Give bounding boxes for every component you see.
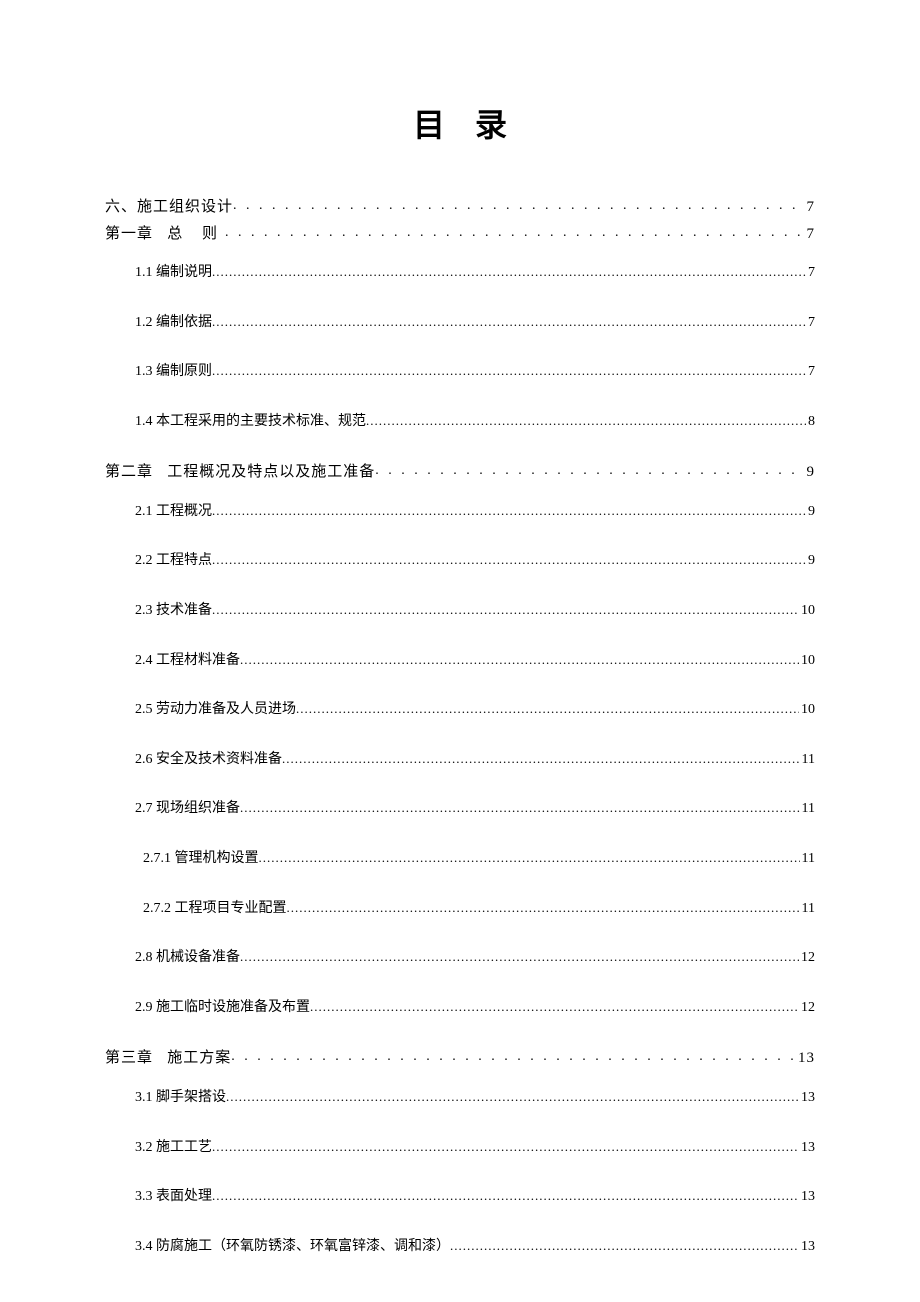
toc-label: 2.5 劳动力准备及人员进场 <box>135 700 296 720</box>
toc-page: 9 <box>806 551 815 571</box>
toc-label: 3.2 施工工艺 <box>135 1138 212 1158</box>
toc-page: 13 <box>796 1047 815 1070</box>
toc-page: 11 <box>800 899 815 919</box>
toc-page: 13 <box>799 1138 815 1158</box>
toc-item-2-8: 2.8 机械设备准备 .............................… <box>105 948 815 968</box>
toc-leader: ........................................… <box>212 1138 799 1156</box>
toc-chapter-1: 第一章 总 则 . . . . . . . . . . . . . . . . … <box>105 223 815 246</box>
toc-leader: ........................................… <box>212 502 806 520</box>
toc-item-3-4: 3.4 防腐施工（环氧防锈漆、环氧富锌漆、调和漆） ..............… <box>105 1237 815 1257</box>
toc-item-1-1: 1.1 编制说明 ...............................… <box>105 263 815 283</box>
toc-leader: . . . . . . . . . . . . . . . . . . . . … <box>233 196 804 216</box>
toc-item-2-9: 2.9 施工临时设施准备及布置 ........................… <box>105 998 815 1018</box>
toc-leader: ........................................… <box>296 700 799 718</box>
toc-leader: ........................................… <box>212 551 806 569</box>
toc-item-2-2: 2.2 工程特点 ...............................… <box>105 551 815 571</box>
toc-label: 2.2 工程特点 <box>135 551 212 571</box>
toc-leader: ........................................… <box>212 1187 799 1205</box>
toc-label: 2.7.2 工程项目专业配置 <box>143 899 287 919</box>
toc-chapter-2: 第二章 工程概况及特点以及施工准备 . . . . . . . . . . . … <box>105 461 815 484</box>
toc-label: 3.4 防腐施工（环氧防锈漆、环氧富锌漆、调和漆） <box>135 1237 450 1257</box>
toc-page: 13 <box>799 1237 815 1257</box>
toc-item-1-3: 1.3 编制原则 ...............................… <box>105 362 815 382</box>
toc-item-1-2: 1.2 编制依据 ...............................… <box>105 313 815 333</box>
toc-container: 六、施工组织设计 . . . . . . . . . . . . . . . .… <box>105 196 815 1256</box>
toc-leader: ........................................… <box>287 899 800 917</box>
toc-label: 1.2 编制依据 <box>135 313 212 333</box>
toc-page: 9 <box>806 502 815 522</box>
toc-leader: ........................................… <box>240 799 800 817</box>
toc-section-6: 六、施工组织设计 . . . . . . . . . . . . . . . .… <box>105 196 815 219</box>
toc-chapter-3: 第三章 施工方案 . . . . . . . . . . . . . . . .… <box>105 1047 815 1070</box>
toc-leader: ........................................… <box>212 601 799 619</box>
toc-label: 1.1 编制说明 <box>135 263 212 283</box>
toc-label: 2.3 技术准备 <box>135 601 212 621</box>
toc-item-1-4: 1.4 本工程采用的主要技术标准、规范 ....................… <box>105 412 815 432</box>
toc-label: 第一章 总 则 <box>105 223 225 246</box>
toc-item-2-7-1: 2.7.1 管理机构设置 ...........................… <box>105 849 815 869</box>
toc-leader: . . . . . . . . . . . . . . . . . . . . … <box>231 1047 796 1067</box>
toc-item-2-7: 2.7 现场组织准备 .............................… <box>105 799 815 819</box>
toc-item-2-7-2: 2.7.2 工程项目专业配置 .........................… <box>105 899 815 919</box>
toc-page: 12 <box>799 948 815 968</box>
toc-page: 7 <box>806 362 815 382</box>
toc-label: 2.1 工程概况 <box>135 502 212 522</box>
toc-label: 3.1 脚手架搭设 <box>135 1088 226 1108</box>
toc-page: 12 <box>799 998 815 1018</box>
toc-page: 8 <box>806 412 815 432</box>
toc-item-2-5: 2.5 劳动力准备及人员进场 .........................… <box>105 700 815 720</box>
toc-item-3-1: 3.1 脚手架搭设 ..............................… <box>105 1088 815 1108</box>
toc-page: 9 <box>805 461 816 484</box>
toc-leader: ........................................… <box>282 750 800 768</box>
toc-leader: ........................................… <box>226 1088 799 1106</box>
toc-item-2-1: 2.1 工程概况 ...............................… <box>105 502 815 522</box>
toc-page: 10 <box>799 700 815 720</box>
toc-item-3-3: 3.3 表面处理 ...............................… <box>105 1187 815 1207</box>
toc-page: 7 <box>806 263 815 283</box>
toc-item-3-2: 3.2 施工工艺 ...............................… <box>105 1138 815 1158</box>
toc-item-2-6: 2.6 安全及技术资料准备 ..........................… <box>105 750 815 770</box>
toc-leader: ........................................… <box>366 412 806 430</box>
toc-leader: ........................................… <box>310 998 799 1016</box>
toc-leader: ........................................… <box>450 1237 799 1255</box>
toc-leader: ........................................… <box>212 362 806 380</box>
toc-label: 2.9 施工临时设施准备及布置 <box>135 998 310 1018</box>
toc-label: 1.4 本工程采用的主要技术标准、规范 <box>135 412 366 432</box>
toc-page: 11 <box>800 799 815 819</box>
toc-leader: . . . . . . . . . . . . . . . . . . . . … <box>375 461 804 481</box>
toc-page: 7 <box>805 223 816 246</box>
toc-label: 1.3 编制原则 <box>135 362 212 382</box>
toc-item-2-4: 2.4 工程材料准备 .............................… <box>105 651 815 671</box>
toc-leader: . . . . . . . . . . . . . . . . . . . . … <box>225 223 804 243</box>
toc-page: 7 <box>805 196 816 219</box>
toc-label: 2.8 机械设备准备 <box>135 948 240 968</box>
toc-page: 10 <box>799 651 815 671</box>
toc-label: 2.4 工程材料准备 <box>135 651 240 671</box>
toc-leader: ........................................… <box>240 948 799 966</box>
toc-leader: ........................................… <box>240 651 799 669</box>
toc-page: 7 <box>806 313 815 333</box>
toc-item-2-3: 2.3 技术准备 ...............................… <box>105 601 815 621</box>
toc-label: 2.6 安全及技术资料准备 <box>135 750 282 770</box>
toc-label: 第二章 工程概况及特点以及施工准备 <box>105 461 375 484</box>
toc-page: 11 <box>800 849 815 869</box>
toc-leader: ........................................… <box>212 263 806 281</box>
toc-label: 2.7.1 管理机构设置 <box>143 849 259 869</box>
toc-label: 3.3 表面处理 <box>135 1187 212 1207</box>
toc-page: 13 <box>799 1187 815 1207</box>
toc-page: 11 <box>800 750 815 770</box>
toc-leader: ........................................… <box>212 313 806 331</box>
toc-label: 2.7 现场组织准备 <box>135 799 240 819</box>
toc-leader: ........................................… <box>259 849 800 867</box>
toc-page: 10 <box>799 601 815 621</box>
toc-label: 六、施工组织设计 <box>105 196 233 219</box>
toc-label: 第三章 施工方案 <box>105 1047 231 1070</box>
page-title: 目录 <box>105 100 815 146</box>
toc-page: 13 <box>799 1088 815 1108</box>
